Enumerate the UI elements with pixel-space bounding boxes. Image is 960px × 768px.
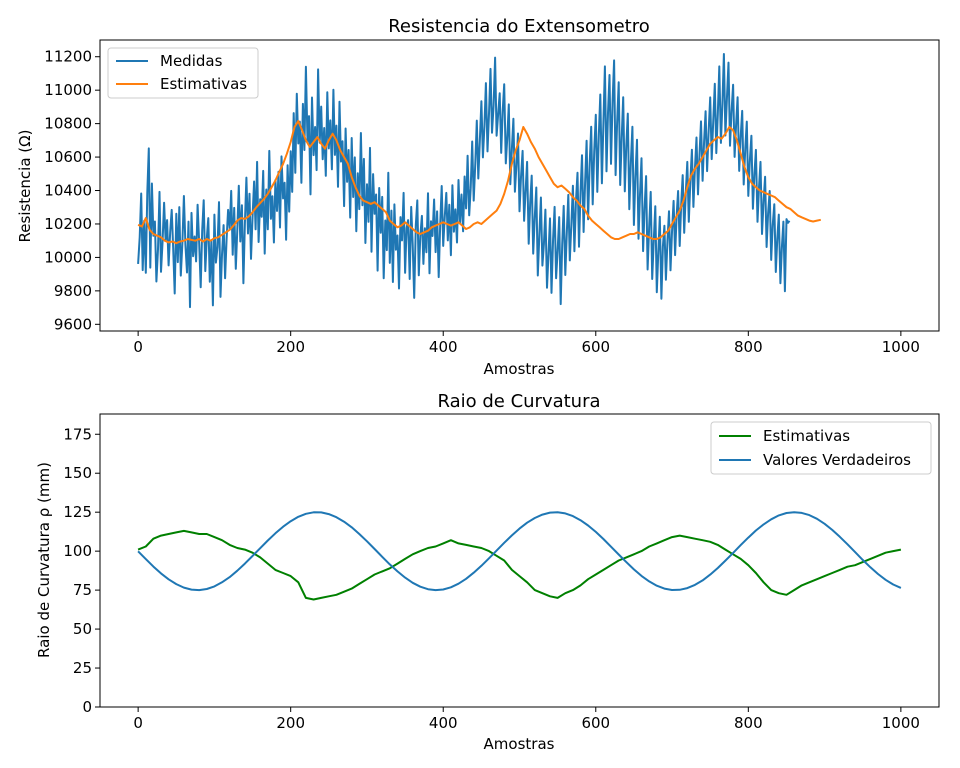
chart-title: Raio de Curvatura [437, 391, 600, 412]
y-tick-label: 25 [73, 659, 92, 677]
y-tick-label: 10800 [44, 115, 92, 133]
y-tick-label: 75 [73, 581, 92, 599]
legend-label-estimativas: Estimativas [160, 75, 247, 93]
y-tick-label: 50 [73, 620, 92, 638]
plot-lines [137, 511, 902, 601]
y-tick-label: 10600 [44, 148, 92, 166]
y-tick-label: 9600 [54, 315, 92, 333]
x-tick-label: 800 [734, 714, 763, 732]
y-tick-label: 150 [63, 464, 92, 482]
plot-lines [137, 53, 822, 309]
series-line-estimativas [137, 529, 902, 601]
x-tick-label: 1000 [882, 338, 920, 356]
y-tick-label: 0 [82, 698, 92, 716]
legend-label-valores: Valores Verdadeiros [763, 451, 911, 469]
y-axis-label: Raio de Curvatura ρ (mm) [35, 462, 53, 658]
x-axis: 0 200 400 600 800 1000 [133, 331, 920, 356]
legend: Medidas Estimativas [107, 47, 259, 99]
series-line-valores-verdadeiros [137, 511, 902, 592]
resistance-chart: Resistencia do Extensometro 0 200 400 600 80… [16, 16, 940, 378]
legend-label-estimativas: Estimativas [763, 427, 850, 445]
x-tick-label: 600 [581, 338, 610, 356]
x-axis-label: Amostras [484, 360, 555, 378]
plot-frame [99, 413, 940, 708]
x-tick-label: 200 [276, 338, 305, 356]
y-tick-label: 10000 [44, 248, 92, 266]
legend: Estimativas Valores Verdadeiros [710, 421, 932, 475]
y-tick-label: 11000 [44, 81, 92, 99]
x-tick-label: 400 [429, 338, 458, 356]
y-axis: 0 25 50 75 100 125 150 175 [63, 425, 100, 716]
y-axis-label: Resistencia (Ω) [16, 130, 34, 243]
series-line-estimativas [137, 120, 822, 245]
x-axis: 0 200 400 600 800 1000 [133, 707, 920, 732]
x-axis-label: Amostras [484, 735, 555, 753]
x-tick-label: 0 [133, 338, 143, 356]
y-tick-label: 9800 [54, 282, 92, 300]
x-tick-label: 800 [734, 338, 763, 356]
legend-label-medidas: Medidas [160, 52, 223, 70]
x-tick-label: 0 [133, 714, 143, 732]
y-tick-label: 100 [63, 542, 92, 560]
y-tick-label: 11200 [44, 48, 92, 66]
y-tick-label: 125 [63, 503, 92, 521]
x-tick-label: 600 [581, 714, 610, 732]
curvature-chart: Raio de Curvatura 0 200 400 600 800 1000 0 25 5… [35, 391, 940, 753]
chart-title: Resistencia do Extensometro [388, 16, 650, 37]
x-tick-label: 400 [429, 714, 458, 732]
series-line-medidas [137, 53, 791, 309]
plot-frame [99, 39, 940, 332]
y-tick-label: 10400 [44, 182, 92, 200]
legend-box [710, 421, 932, 475]
y-tick-label: 10200 [44, 215, 92, 233]
y-axis: 9600 9800 10000 10200 10400 10600 10800 11000 11… [44, 48, 100, 333]
y-tick-label: 175 [63, 425, 92, 443]
x-tick-label: 1000 [882, 714, 920, 732]
x-tick-label: 200 [276, 714, 305, 732]
